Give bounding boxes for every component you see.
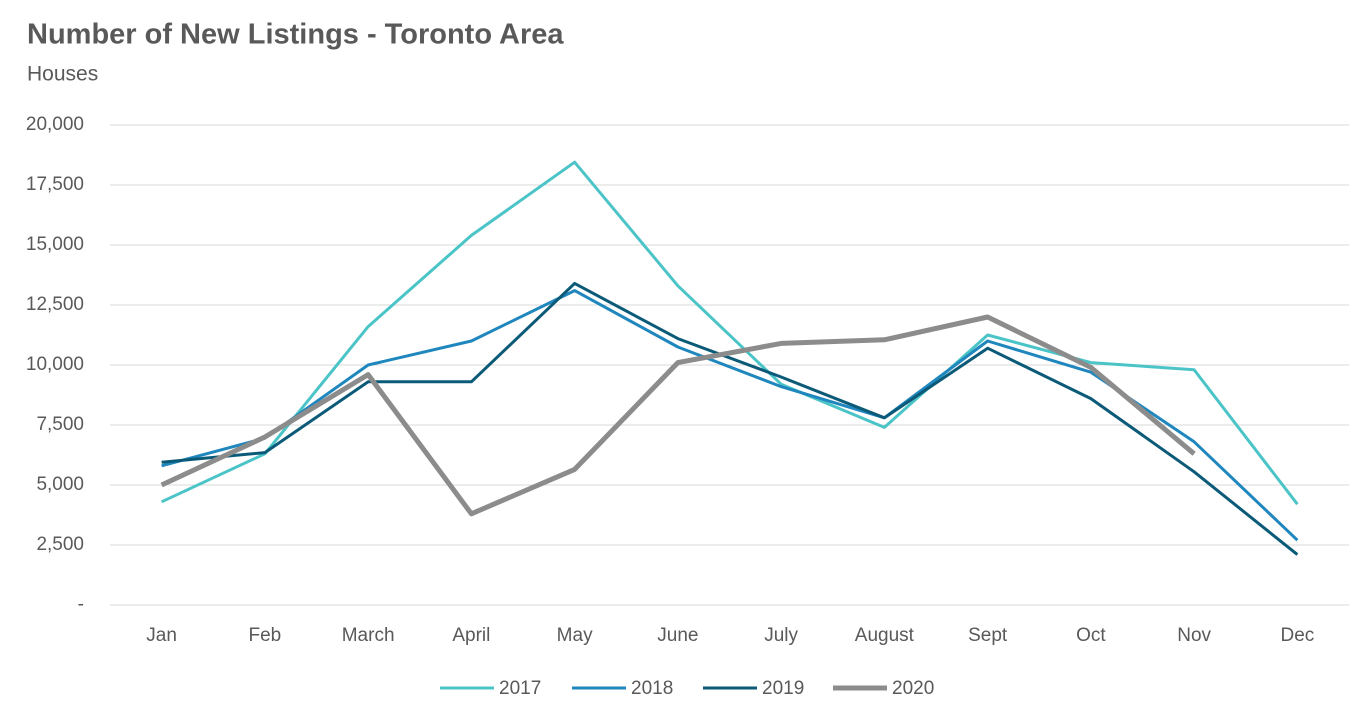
x-tick-label: March — [342, 625, 395, 646]
x-tick-label: Oct — [1076, 625, 1106, 646]
x-tick-label: Dec — [1280, 625, 1314, 646]
x-tick-label: Sept — [968, 625, 1008, 646]
y-tick-label: 17,500 — [26, 174, 84, 195]
y-tick-label: 10,000 — [26, 354, 84, 375]
y-tick-label: 5,000 — [36, 474, 84, 495]
legend-label: 2019 — [762, 678, 804, 699]
series-line — [160, 160, 1299, 506]
series-line — [161, 289, 1299, 542]
x-tick-label: July — [764, 625, 798, 646]
legend-label: 2018 — [631, 678, 673, 699]
x-tick-label: August — [855, 625, 915, 646]
y-tick-label: - — [78, 594, 84, 615]
x-tick-label: Jan — [146, 625, 177, 646]
x-tick-label: April — [452, 625, 490, 646]
x-tick-label: Nov — [1177, 625, 1211, 646]
y-tick-label: 15,000 — [26, 234, 84, 255]
series-line — [161, 281, 1299, 556]
legend-label: 2017 — [499, 678, 541, 699]
y-tick-label: 12,500 — [26, 294, 84, 315]
x-tick-label: Feb — [249, 625, 282, 646]
legend-label: 2020 — [892, 678, 934, 699]
chart-subtitle: Houses — [27, 63, 98, 86]
y-tick-label: 7,500 — [36, 414, 84, 435]
chart-title: Number of New Listings - Toronto Area — [27, 19, 564, 51]
series-line — [160, 314, 1196, 517]
x-tick-label: May — [557, 625, 593, 646]
x-tick-label: June — [657, 625, 698, 646]
y-tick-label: 20,000 — [26, 114, 84, 135]
y-tick-label: 2,500 — [36, 534, 84, 555]
